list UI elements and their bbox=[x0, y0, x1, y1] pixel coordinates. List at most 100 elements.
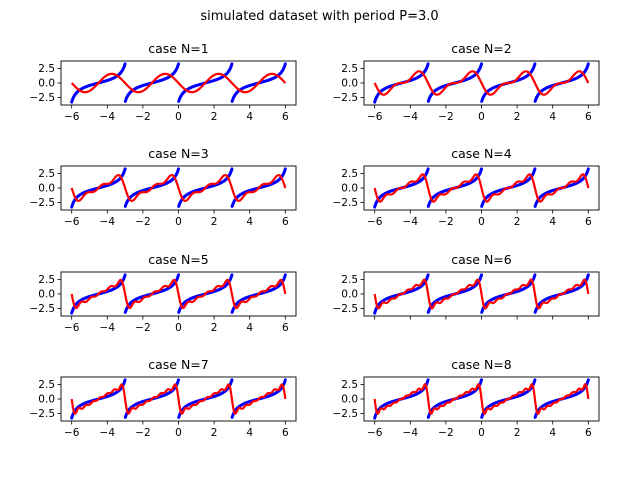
subplot-title: case N=2 bbox=[451, 41, 512, 56]
y-tick-label: 0.0 bbox=[38, 289, 55, 301]
x-tick-label: 6 bbox=[585, 216, 592, 228]
fit-series bbox=[70, 278, 287, 310]
subplot-title: case N=1 bbox=[148, 41, 209, 56]
y-tick-label: −2.5 bbox=[333, 197, 359, 209]
subplot-7: case N=7 2.5 0.0 −2.5 −6 −4 −2 0 2 4 6 bbox=[30, 357, 297, 439]
x-tick-label: −2 bbox=[438, 216, 453, 228]
x-tick-label: 6 bbox=[282, 111, 289, 123]
y-tick-label: 2.5 bbox=[38, 379, 55, 391]
y-tick-label: −2.5 bbox=[30, 408, 56, 420]
x-tick-label: −2 bbox=[438, 427, 453, 439]
x-tick-label: 0 bbox=[478, 216, 485, 228]
x-tick-label: −6 bbox=[64, 216, 80, 228]
subplot-grid: case N=1 2.5 0.0 −2.5 −6 −4 −2 0 2 4 6 case N=2 2.5 0… bbox=[30, 41, 600, 439]
x-tick-label: 4 bbox=[549, 427, 556, 439]
x-tick-label: −6 bbox=[367, 216, 383, 228]
x-tick-label: 0 bbox=[478, 427, 485, 439]
x-tick-label: −2 bbox=[135, 111, 150, 123]
x-tick-label: 6 bbox=[282, 322, 289, 334]
subplot-title: case N=6 bbox=[451, 252, 512, 267]
x-tick-label: 2 bbox=[211, 111, 218, 123]
x-tick-label: 6 bbox=[282, 427, 289, 439]
x-tick-label: 4 bbox=[246, 111, 253, 123]
fit-series bbox=[70, 173, 287, 203]
y-tick-label: 0.0 bbox=[38, 394, 55, 406]
fit-series bbox=[373, 70, 590, 96]
y-tick-label: −2.5 bbox=[333, 303, 359, 315]
subplot-title: case N=3 bbox=[148, 146, 209, 161]
subplot-5: case N=5 2.5 0.0 −2.5 −6 −4 −2 0 2 4 6 bbox=[30, 252, 297, 334]
data-series bbox=[70, 62, 287, 104]
x-tick-label: 0 bbox=[175, 427, 182, 439]
x-tick-label: 0 bbox=[175, 216, 182, 228]
x-tick-label: 2 bbox=[514, 111, 521, 123]
y-tick-label: −2.5 bbox=[30, 197, 56, 209]
x-tick-label: −4 bbox=[403, 111, 419, 123]
data-points bbox=[70, 167, 287, 209]
y-tick-label: 2.5 bbox=[341, 168, 358, 180]
x-tick-label: 0 bbox=[175, 322, 182, 334]
x-tick-label: −4 bbox=[403, 216, 419, 228]
subplot-title: case N=4 bbox=[451, 146, 512, 161]
y-tick-label: 0.0 bbox=[38, 183, 55, 195]
data-series bbox=[70, 273, 287, 315]
x-tick-label: −4 bbox=[100, 111, 116, 123]
x-tick-label: 2 bbox=[514, 427, 521, 439]
x-tick-label: −4 bbox=[100, 427, 116, 439]
x-tick-label: −6 bbox=[64, 427, 80, 439]
subplot-8: case N=8 2.5 0.0 −2.5 −6 −4 −2 0 2 4 6 bbox=[333, 357, 600, 439]
subplot-1: case N=1 2.5 0.0 −2.5 −6 −4 −2 0 2 4 6 bbox=[30, 41, 297, 123]
data-series bbox=[70, 167, 287, 209]
subplot-6: case N=6 2.5 0.0 −2.5 bbox=[333, 252, 600, 320]
x-tick-label: 2 bbox=[211, 427, 218, 439]
fit-series bbox=[373, 278, 590, 310]
fit-series bbox=[373, 173, 590, 203]
fit-series bbox=[70, 72, 287, 94]
subplot-title: case N=5 bbox=[148, 252, 209, 267]
y-tick-label: 2.5 bbox=[341, 379, 358, 391]
x-tick-label: −4 bbox=[403, 427, 419, 439]
x-tick-label: 4 bbox=[246, 322, 253, 334]
x-tick-label: 4 bbox=[549, 216, 556, 228]
y-tick-label: −2.5 bbox=[30, 303, 56, 315]
y-tick-label: 0.0 bbox=[341, 394, 358, 406]
subplot-3: case N=3 2.5 0.0 −2.5 −6 −4 −2 0 2 4 6 bbox=[30, 146, 297, 228]
x-tick-label: −4 bbox=[100, 216, 116, 228]
figure-suptitle: simulated dataset with period P=3.0 bbox=[200, 9, 438, 24]
y-tick-label: 0.0 bbox=[341, 183, 358, 195]
y-tick-label: 2.5 bbox=[38, 63, 55, 75]
y-tick-label: 0.0 bbox=[341, 78, 358, 90]
y-tick-label: −2.5 bbox=[30, 92, 56, 104]
x-tick-label: −2 bbox=[135, 322, 150, 334]
x-tick-label: 4 bbox=[246, 216, 253, 228]
subplot-title: case N=8 bbox=[451, 357, 512, 372]
y-tick-label: 2.5 bbox=[38, 274, 55, 286]
y-tick-label: −2.5 bbox=[333, 92, 359, 104]
x-tick-label: 4 bbox=[549, 111, 556, 123]
y-tick-label: 2.5 bbox=[38, 168, 55, 180]
fit-series bbox=[373, 383, 590, 415]
x-tick-label: 2 bbox=[211, 216, 218, 228]
x-tick-label: 2 bbox=[211, 322, 218, 334]
x-tick-label: 6 bbox=[585, 111, 592, 123]
x-tick-label: −6 bbox=[64, 322, 80, 334]
x-tick-label: 0 bbox=[478, 111, 485, 123]
x-tick-label: −6 bbox=[367, 111, 383, 123]
x-tick-label: 6 bbox=[282, 216, 289, 228]
subplot-title: case N=7 bbox=[148, 357, 209, 372]
y-tick-label: −2.5 bbox=[333, 408, 359, 420]
x-tick-label: 4 bbox=[246, 427, 253, 439]
fit-series bbox=[70, 383, 287, 415]
x-tick-label: 6 bbox=[585, 427, 592, 439]
subplot-2: case N=2 2.5 0.0 −2.5 −6 −4 −2 0 2 4 6 bbox=[333, 41, 600, 123]
x-tick-label: −4 bbox=[100, 322, 116, 334]
x-tick-label: 0 bbox=[175, 111, 182, 123]
x-tick-label: 2 bbox=[514, 216, 521, 228]
x-tick-label: −6 bbox=[64, 111, 80, 123]
subplot-4: case N=4 2.5 0.0 −2.5 −6 −4 −2 0 2 4 6 bbox=[333, 146, 600, 228]
data-points bbox=[70, 62, 287, 104]
y-tick-label: 0.0 bbox=[38, 78, 55, 90]
y-tick-label: 0.0 bbox=[341, 289, 358, 301]
y-tick-label: 2.5 bbox=[341, 274, 358, 286]
